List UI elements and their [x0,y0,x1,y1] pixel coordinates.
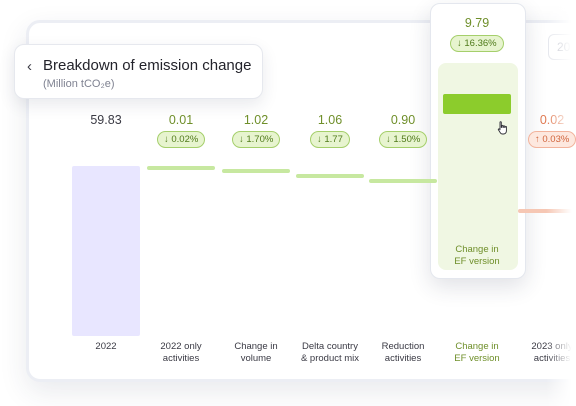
change-badge: ↓ 16.36% [450,35,504,52]
hand-pointer-icon [497,121,507,135]
bar-value-label: 59.83 [90,113,122,127]
category-label: Change in EF version [454,341,500,364]
chart-bar[interactable] [443,94,511,114]
change-badge: ↓ 1.77 [310,131,350,148]
category-label: Delta country & product mix [300,341,360,364]
bar-value-label: 1.06 [317,113,343,127]
year-selector[interactable]: 20 [548,34,576,60]
chart-bar[interactable] [518,209,576,213]
chart-bar[interactable] [369,179,437,183]
page-subtitle: (Million tCO₂e) [43,78,115,90]
chart-bar[interactable] [296,174,364,178]
chart-bar[interactable] [222,169,290,173]
category-label: 2022 [95,341,117,352]
change-badge: ↑ 0.03% [528,131,576,148]
change-badge: ↓ 1.70% [232,131,281,148]
change-badge: ↓ 1.50% [379,131,428,148]
page-title: Breakdown of emission change [43,57,252,74]
category-label: 2023 only activities [531,341,573,364]
bar-value-label: 0.90 [390,113,416,127]
bar-value-label: 0.01 [168,113,194,127]
category-label: Change in EF version [454,244,500,267]
chart-bar[interactable] [72,166,140,336]
bar-value-label: 9.79 [464,16,490,30]
bar-value-label: 1.02 [243,113,269,127]
header-card: ‹ Breakdown of emission change (Million … [14,44,263,99]
category-label: Change in volume [234,341,278,364]
chevron-left-icon[interactable]: ‹ [27,58,32,75]
category-label: 2022 only activities [160,341,202,364]
category-label: Reduction activities [381,341,425,364]
change-badge: ↓ 0.02% [157,131,206,148]
chart-bar[interactable] [147,166,215,170]
bar-value-label: 0.02 [539,113,565,127]
